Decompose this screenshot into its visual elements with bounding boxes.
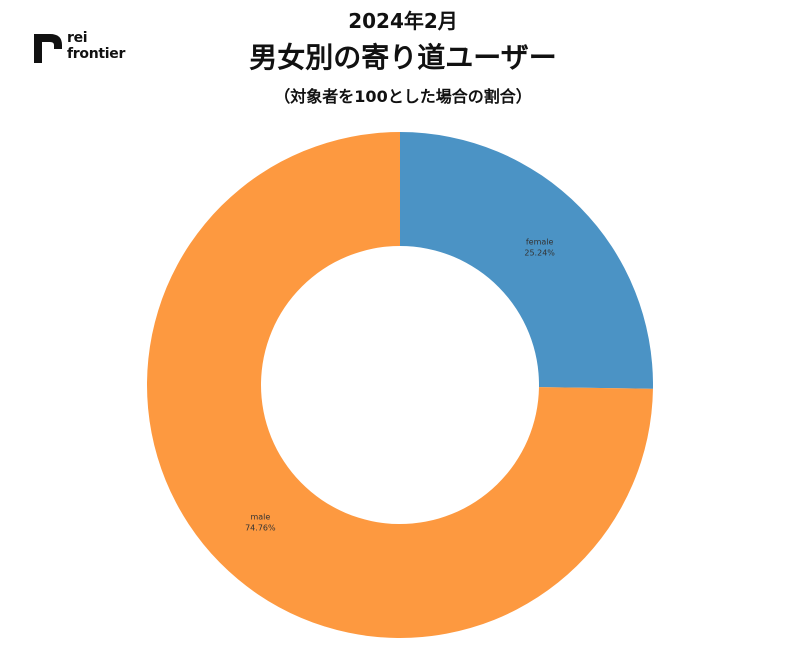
donut-slice-male — [147, 132, 653, 638]
chart-date: 2024年2月 — [348, 9, 458, 33]
donut-slices — [147, 132, 654, 638]
logo-wordmark: rei frontier — [67, 30, 125, 62]
slice-label-male: male — [250, 513, 270, 522]
logo-line-2: frontier — [67, 46, 126, 62]
rf-logo-icon — [34, 34, 62, 63]
slice-labels: female 25.24% male 74.76% — [245, 237, 555, 532]
chart-subtitle: （対象者を100とした場合の割合） — [274, 87, 532, 106]
chart-header: 2024年2月 男女別の寄り道ユーザー （対象者を100とした場合の割合） — [0, 8, 806, 108]
slice-label-female: female — [526, 237, 554, 246]
logo-line-1: rei — [67, 30, 88, 46]
slice-value-male: 74.76% — [245, 524, 276, 533]
slice-value-female: 25.24% — [524, 248, 555, 257]
donut-slice-female — [400, 132, 654, 389]
chart-title: 男女別の寄り道ユーザー — [249, 41, 557, 74]
brand-logo: rei frontier — [34, 30, 154, 70]
